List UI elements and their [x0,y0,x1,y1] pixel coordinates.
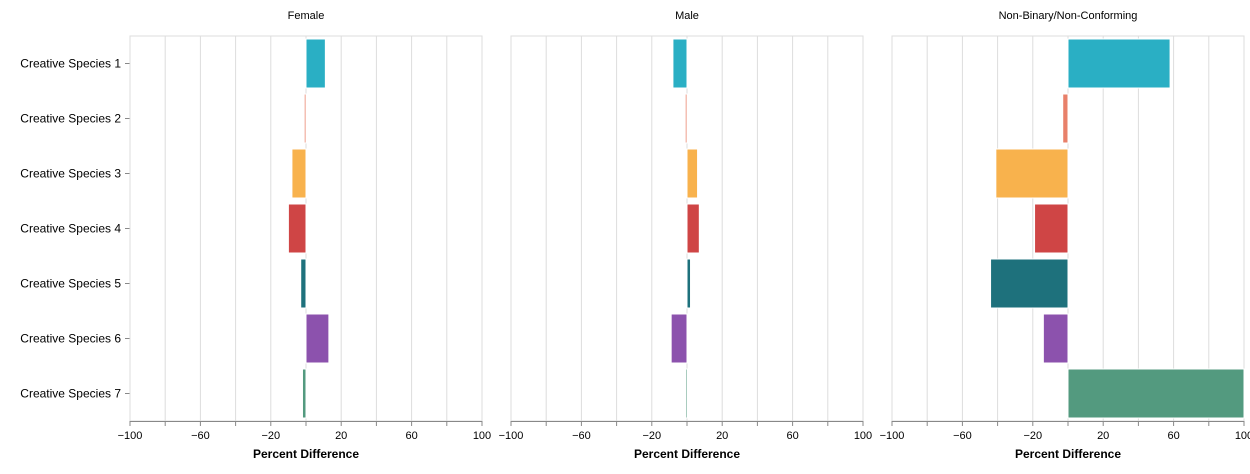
x-tick-label: 100 [1235,430,1250,442]
x-tick-label: 60 [786,430,798,442]
bar [1067,368,1245,419]
bar [995,148,1069,199]
x-axis-title: Percent Difference [253,447,359,461]
bar [305,313,330,364]
x-tick-label: 20 [1097,430,1109,442]
bar [1034,203,1069,254]
x-tick-label: −100 [499,430,524,442]
bar [672,38,688,89]
x-tick-label: −60 [953,430,972,442]
x-tick-label: 100 [473,430,491,442]
x-tick-label: 100 [854,430,872,442]
bar [686,203,700,254]
bar [305,38,326,89]
x-axis-title: Percent Difference [1015,447,1121,461]
bar [990,258,1069,309]
x-tick-label: −20 [261,430,280,442]
bar [287,203,307,254]
x-tick-label: −20 [642,430,661,442]
panel-title: Non-Binary/Non-Conforming [999,10,1138,22]
bar [684,93,688,144]
y-tick-label: Creative Species 2 [20,112,121,126]
y-tick-label: Creative Species 1 [20,57,121,71]
x-tick-label: −100 [118,430,143,442]
x-tick-label: 60 [405,430,417,442]
y-tick-label: Creative Species 4 [20,222,121,236]
panel-title: Female [288,10,325,22]
bar [291,148,307,199]
x-tick-label: 20 [335,430,347,442]
bar [1042,313,1069,364]
bar [685,368,688,419]
x-tick-label: 20 [716,430,728,442]
x-tick-label: −60 [191,430,210,442]
x-tick-label: −20 [1023,430,1042,442]
bar [686,148,699,199]
x-tick-label: 60 [1167,430,1179,442]
y-tick-label: Creative Species 7 [20,387,121,401]
bar [300,258,307,309]
bar [301,368,307,419]
bar [303,93,307,144]
panel-title: Male [675,10,699,22]
y-tick-label: Creative Species 6 [20,332,121,346]
bar [1067,38,1171,89]
bar [1062,93,1069,144]
bar [670,313,688,364]
y-tick-label: Creative Species 3 [20,167,121,181]
x-tick-label: −100 [880,430,905,442]
x-axis-title: Percent Difference [634,447,740,461]
bar [686,258,692,309]
x-tick-label: −60 [572,430,591,442]
y-tick-label: Creative Species 5 [20,277,121,291]
